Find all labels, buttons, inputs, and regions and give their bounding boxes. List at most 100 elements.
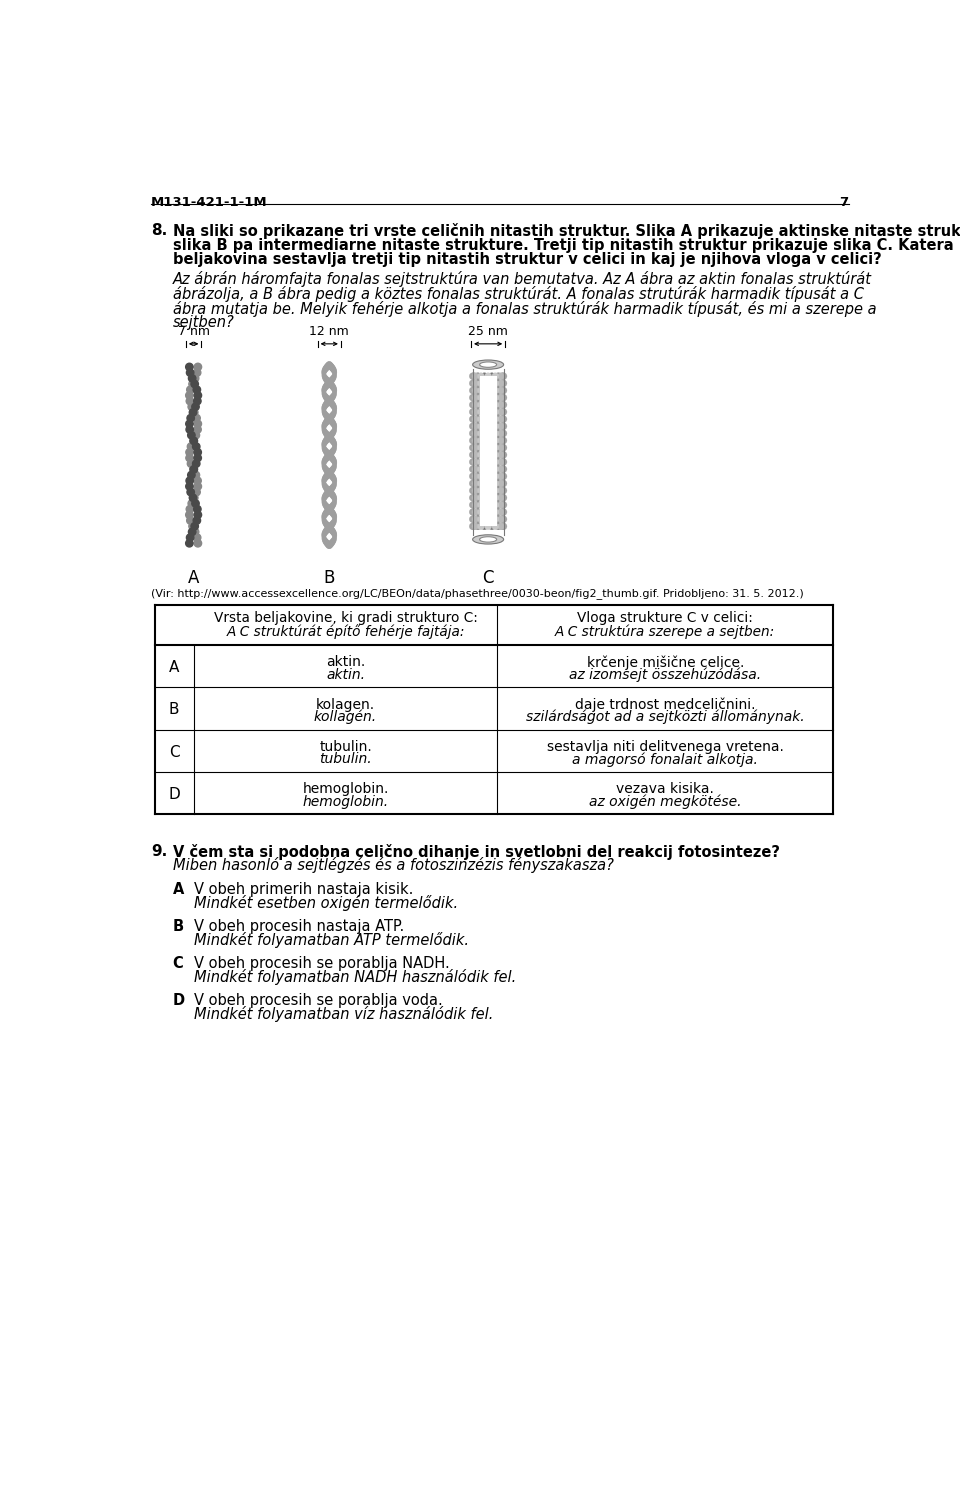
Circle shape — [469, 501, 476, 509]
Circle shape — [485, 402, 492, 408]
Text: Vloga strukture C v celici:: Vloga strukture C v celici: — [577, 611, 754, 625]
Circle shape — [481, 459, 488, 465]
Text: V obeh primerih nastaja kisik.: V obeh primerih nastaja kisik. — [194, 882, 414, 897]
Circle shape — [497, 488, 504, 494]
Text: B: B — [169, 703, 180, 718]
Text: slika B pa intermediarne nitaste strukture. Tretji tip nitastih struktur prikazu: slika B pa intermediarne nitaste struktu… — [173, 238, 953, 253]
Circle shape — [495, 430, 502, 436]
Text: Mindkét esetben oxigén termelődik.: Mindkét esetben oxigén termelődik. — [194, 895, 459, 911]
Circle shape — [186, 534, 194, 542]
Circle shape — [477, 488, 485, 494]
Circle shape — [469, 509, 476, 516]
Circle shape — [474, 459, 481, 465]
Circle shape — [499, 402, 506, 408]
Text: kollagén.: kollagén. — [314, 710, 377, 724]
Circle shape — [492, 379, 499, 387]
Circle shape — [481, 423, 488, 430]
Circle shape — [489, 465, 495, 473]
Circle shape — [474, 452, 481, 459]
Circle shape — [495, 387, 502, 394]
Text: V obeh procesih se porablja NADH.: V obeh procesih se porablja NADH. — [194, 956, 450, 971]
Circle shape — [500, 480, 507, 488]
Circle shape — [472, 452, 479, 459]
Circle shape — [474, 436, 481, 444]
Text: (Vir: http://www.accessexcellence.org/LC/BEOn/data/phasethree/0030-beon/fig2_thu: (Vir: http://www.accessexcellence.org/LC… — [151, 588, 804, 599]
Text: beljakovina sestavlja tretji tip nitastih struktur v celici in kaj je njihova vl: beljakovina sestavlja tretji tip nitasti… — [173, 253, 881, 268]
Circle shape — [500, 488, 507, 494]
Text: B: B — [173, 920, 183, 935]
Circle shape — [193, 534, 201, 542]
Circle shape — [497, 394, 504, 402]
Circle shape — [499, 408, 506, 415]
Circle shape — [495, 452, 502, 459]
Circle shape — [497, 436, 504, 444]
Text: sestavlja niti delitvenega vretena.: sestavlja niti delitvenega vretena. — [547, 740, 783, 754]
Text: V obeh procesih se porablja voda.: V obeh procesih se porablja voda. — [194, 993, 444, 1008]
Circle shape — [481, 501, 488, 509]
Text: A: A — [188, 569, 200, 587]
Circle shape — [495, 516, 502, 522]
Circle shape — [485, 423, 492, 430]
Circle shape — [470, 379, 477, 387]
Circle shape — [477, 459, 485, 465]
Circle shape — [470, 465, 477, 473]
Circle shape — [492, 509, 499, 516]
Circle shape — [500, 473, 507, 480]
Circle shape — [481, 373, 488, 379]
Text: C: C — [169, 745, 180, 760]
Text: Vrsta beljakovine, ki gradi strukturo C:: Vrsta beljakovine, ki gradi strukturo C: — [213, 611, 477, 625]
Circle shape — [477, 465, 485, 473]
Circle shape — [189, 494, 197, 501]
Text: A C struktúra szerepe a sejtben:: A C struktúra szerepe a sejtben: — [555, 625, 776, 638]
Circle shape — [194, 506, 201, 513]
Circle shape — [470, 430, 477, 436]
Circle shape — [193, 489, 201, 495]
Circle shape — [499, 430, 506, 436]
Circle shape — [472, 436, 479, 444]
Circle shape — [499, 522, 506, 530]
Circle shape — [500, 516, 507, 522]
Circle shape — [469, 402, 476, 408]
Text: a magorsó fonalait alkotja.: a magorsó fonalait alkotja. — [572, 752, 758, 768]
Bar — [480, 376, 496, 527]
Circle shape — [489, 459, 495, 465]
Circle shape — [495, 379, 502, 387]
Circle shape — [472, 522, 479, 530]
Circle shape — [489, 379, 495, 387]
Circle shape — [472, 444, 479, 452]
Circle shape — [470, 501, 477, 509]
Circle shape — [186, 448, 193, 456]
Circle shape — [489, 423, 495, 430]
Circle shape — [193, 385, 201, 393]
Circle shape — [485, 473, 492, 480]
Circle shape — [495, 402, 502, 408]
Circle shape — [489, 516, 495, 522]
Text: 12 nm: 12 nm — [309, 325, 349, 339]
Circle shape — [481, 408, 488, 415]
Circle shape — [492, 480, 499, 488]
Circle shape — [489, 415, 495, 423]
Circle shape — [492, 402, 499, 408]
Circle shape — [190, 465, 198, 473]
Text: hemoglobin.: hemoglobin. — [302, 783, 389, 796]
Text: az izomsejt összehúzódása.: az izomsejt összehúzódása. — [569, 668, 761, 682]
Circle shape — [485, 480, 492, 488]
Circle shape — [186, 385, 194, 393]
Circle shape — [495, 408, 502, 415]
Circle shape — [492, 423, 499, 430]
Circle shape — [477, 452, 485, 459]
Circle shape — [481, 394, 488, 402]
Circle shape — [499, 379, 506, 387]
Text: sejtben?: sejtben? — [173, 316, 234, 331]
Circle shape — [485, 501, 492, 509]
Circle shape — [470, 494, 477, 501]
Circle shape — [185, 540, 193, 546]
Text: V obeh procesih nastaja ATP.: V obeh procesih nastaja ATP. — [194, 920, 405, 935]
Circle shape — [474, 494, 481, 501]
Circle shape — [477, 522, 485, 530]
Circle shape — [500, 387, 507, 394]
Circle shape — [499, 444, 506, 452]
Circle shape — [481, 379, 488, 387]
Text: az oxigén megkötése.: az oxigén megkötése. — [589, 795, 741, 810]
Circle shape — [193, 414, 201, 421]
